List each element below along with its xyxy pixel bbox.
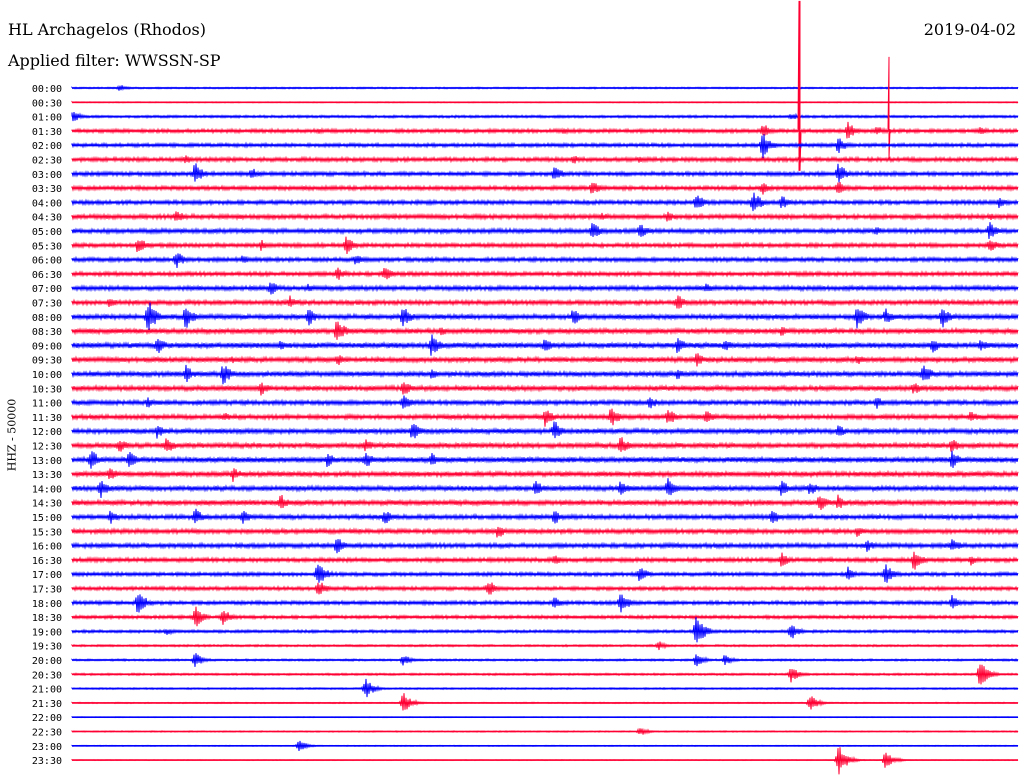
time-tick-label: 02:00 [32, 141, 62, 152]
seismogram-trace [71, 437, 1019, 452]
time-tick-label: 21:30 [32, 699, 62, 710]
time-tick-label: 10:00 [32, 370, 62, 381]
time-tick-label: 19:30 [32, 642, 62, 653]
time-tick-label: 12:00 [32, 427, 62, 438]
time-tick-label: 03:30 [32, 184, 62, 195]
time-tick-label: 15:00 [32, 513, 62, 524]
seismogram-trace [71, 526, 1019, 538]
time-tick-label: 17:00 [32, 570, 62, 581]
time-tick-label: 09:00 [32, 341, 62, 352]
time-tick-label: 22:30 [32, 728, 62, 739]
time-tick-label: 01:30 [32, 127, 62, 138]
time-tick-label: 08:30 [32, 327, 62, 338]
time-tick-label: 14:30 [32, 499, 62, 510]
time-tick-label: 23:00 [32, 742, 62, 753]
seismogram-trace [71, 693, 1019, 711]
time-tick-label: 12:30 [32, 442, 62, 453]
time-tick-label: 14:00 [32, 484, 62, 495]
tick-label-group: 00:00 00:30 01:00 01:30 02:00 02:30 03:00 03:30… [32, 84, 62, 767]
seismogram-trace [71, 617, 1019, 643]
seismogram-trace [71, 253, 1019, 269]
time-tick-label: 16:30 [32, 556, 62, 567]
time-tick-label: 00:30 [32, 98, 62, 109]
time-tick-label: 22:00 [32, 713, 62, 724]
time-tick-label: 05:30 [32, 241, 62, 252]
time-tick-label: 06:00 [32, 256, 62, 267]
seismogram-trace [71, 163, 1019, 183]
filter-subtitle: Applied filter: WWSSN-SP [8, 51, 221, 70]
time-tick-label: 07:00 [32, 284, 62, 295]
time-tick-label: 03:00 [32, 170, 62, 181]
date-label: 2019-04-02 [923, 20, 1016, 39]
trace-group [71, 0, 1019, 775]
time-tick-label: 06:30 [32, 270, 62, 281]
seismogram-trace [71, 134, 1019, 159]
time-tick-label: 04:00 [32, 198, 62, 209]
time-tick-label: 16:00 [32, 542, 62, 553]
time-tick-label: 20:30 [32, 670, 62, 681]
time-tick-label: 02:30 [32, 156, 62, 167]
time-tick-label: 13:00 [32, 456, 62, 467]
time-tick-label: 21:00 [32, 685, 62, 696]
time-tick-label: 11:30 [32, 413, 62, 424]
time-tick-label: 19:00 [32, 627, 62, 638]
time-tick-label: 18:30 [32, 613, 62, 624]
time-tick-label: 20:00 [32, 656, 62, 667]
time-tick-label: 23:30 [32, 756, 62, 767]
time-tick-label: 15:30 [32, 527, 62, 538]
seismogram-trace [71, 468, 1019, 482]
time-tick-label: 18:00 [32, 599, 62, 610]
station-title: HL Archagelos (Rhodos) [8, 20, 206, 39]
time-tick-label: 04:30 [32, 213, 62, 224]
time-tick-label: 00:00 [32, 84, 62, 95]
time-tick-label: 17:30 [32, 585, 62, 596]
seismogram-trace [71, 408, 1019, 427]
time-tick-label: 01:00 [32, 113, 62, 124]
time-tick-label: 05:00 [32, 227, 62, 238]
time-tick-label: 11:00 [32, 399, 62, 410]
time-tick-label: 08:00 [32, 313, 62, 324]
time-tick-label: 10:30 [32, 384, 62, 395]
time-tick-label: 13:30 [32, 470, 62, 481]
time-tick-label: 07:30 [32, 299, 62, 310]
time-tick-label: 09:30 [32, 356, 62, 367]
